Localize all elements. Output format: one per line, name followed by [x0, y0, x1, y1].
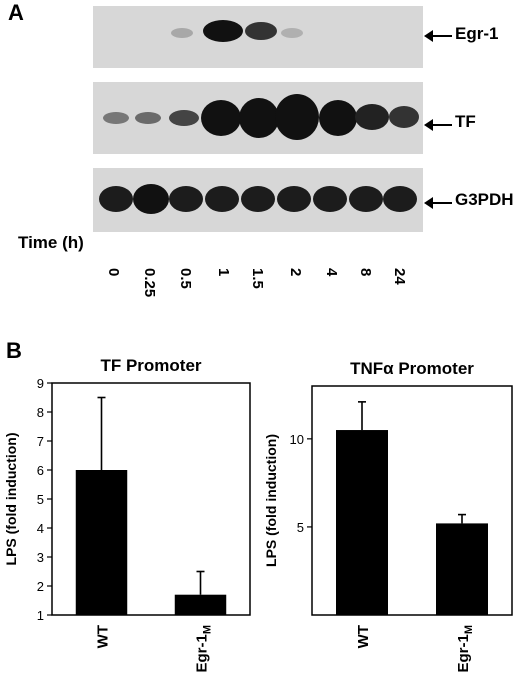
y-axis-label: LPS (fold induction) [3, 433, 19, 566]
tf-promoter-chart: TF Promoter 1 2 3 4 5 6 7 8 9 LPS (fold induction)… [3, 356, 251, 673]
x-tick-label: Egr-1M [455, 625, 475, 673]
time-tick: 4 [323, 268, 340, 277]
tf-band-4h [319, 100, 357, 136]
g3pdh-arrow [424, 197, 452, 209]
time-tick: 8 [357, 268, 374, 277]
y-axis-label: LPS (fold induction) [263, 434, 279, 567]
time-tick: 2 [287, 268, 304, 277]
y-tick-label: 5 [297, 520, 304, 535]
time-tick: 1 [215, 268, 232, 277]
chart-title: TNFα Promoter [350, 359, 474, 378]
g3pdh-band-0h [99, 186, 133, 212]
tnf-promoter-chart: TNFα Promoter 5 10 LPS (fold induction) WT Eg… [263, 359, 513, 673]
egr1-band-1h [203, 20, 243, 42]
time-tick: 1.5 [249, 268, 266, 289]
bar [436, 523, 488, 615]
tf-blot [93, 82, 423, 154]
x-tick-label: Egr-1M [194, 625, 214, 673]
y-tick-label: 8 [37, 405, 44, 420]
g3pdh-band-1h [205, 186, 239, 212]
g3pdh-band-4h [313, 186, 347, 212]
y-tick-label: 5 [37, 492, 44, 507]
bar [336, 430, 388, 615]
tf-band-24h [389, 106, 419, 128]
y-tick-label: 10 [290, 432, 304, 447]
tf-band-0-5h [169, 110, 199, 126]
tf-label: TF [455, 112, 476, 131]
g3pdh-band-0-5h [169, 186, 203, 212]
tf-band-2h [275, 94, 319, 140]
chart-title: TF Promoter [100, 356, 201, 375]
y-tick-label: 6 [37, 463, 44, 478]
panel-a-letter: A [8, 0, 24, 25]
tf-band-1h [201, 100, 241, 136]
egr1-arrow [424, 30, 452, 42]
tf-band-8h [355, 104, 389, 130]
egr1-band-0-5h [171, 28, 193, 38]
x-tick-label: WT [355, 625, 372, 648]
plot-frame [311, 385, 513, 616]
y-tick-label: 7 [37, 434, 44, 449]
tf-arrow [424, 119, 452, 131]
y-tick-label: 4 [37, 521, 44, 536]
y-tick-label: 1 [37, 608, 44, 623]
egr1-band-2h [281, 28, 303, 38]
y-tick-label: 3 [37, 550, 44, 565]
y-tick-label: 9 [37, 376, 44, 391]
g3pdh-band-0-25h [133, 184, 169, 214]
g3pdh-blot [93, 168, 423, 232]
g3pdh-band-2h [277, 186, 311, 212]
g3pdh-band-8h [349, 186, 383, 212]
time-tick: 24 [391, 268, 408, 285]
tf-band-0h [103, 112, 129, 124]
x-tick-label: WT [95, 625, 112, 648]
time-tick: 0 [105, 268, 122, 277]
tf-band-1-5h [239, 98, 279, 138]
egr1-label: Egr-1 [455, 24, 499, 43]
bar [75, 470, 128, 615]
egr1-band-1-5h [245, 22, 277, 40]
g3pdh-band-24h [383, 186, 417, 212]
g3pdh-label: G3PDH [455, 190, 514, 209]
tf-band-0-25h [135, 112, 161, 124]
time-axis-label: Time (h) [18, 233, 84, 252]
y-tick-label: 2 [37, 579, 44, 594]
bar [174, 594, 227, 615]
g3pdh-band-1-5h [241, 186, 275, 212]
panel-b-letter: B [6, 338, 22, 363]
egr1-blot [93, 6, 423, 68]
time-tick: 0.5 [177, 268, 194, 289]
time-tick: 0.25 [141, 268, 158, 298]
